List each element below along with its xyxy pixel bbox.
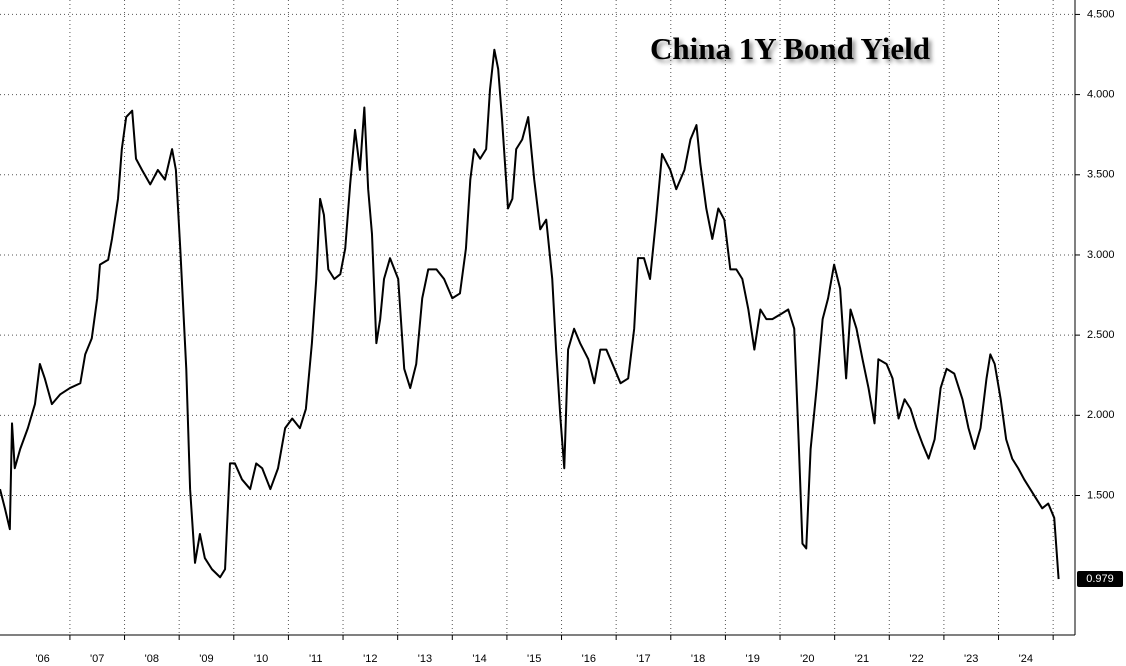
y-tick-label: 2.500 xyxy=(1087,329,1115,341)
last-value-label: 0.979 xyxy=(1086,573,1114,585)
x-tick-label: '16 xyxy=(582,653,596,665)
x-tick-label: '23 xyxy=(964,653,978,665)
x-tick-label: '10 xyxy=(254,653,268,665)
x-tick-label: '21 xyxy=(855,653,869,665)
x-tick-label: '19 xyxy=(746,653,760,665)
x-tick-label: '07 xyxy=(90,653,104,665)
line-series xyxy=(0,48,1060,580)
x-tick-label: '12 xyxy=(363,653,377,665)
y-tick-label: 4.000 xyxy=(1087,89,1115,101)
y-tick-label: 4.500 xyxy=(1087,8,1115,20)
y-tick-label: 1.500 xyxy=(1087,489,1115,501)
y-tick-label: 3.500 xyxy=(1087,169,1115,181)
y-tick-label: 2.000 xyxy=(1087,409,1115,421)
x-tick-label: '09 xyxy=(199,653,213,665)
last-value-box xyxy=(1077,571,1123,588)
chart-title: China 1Y Bond Yield xyxy=(650,31,930,66)
y-tick-label: 3.000 xyxy=(1087,249,1115,261)
x-tick-label: '24 xyxy=(1019,653,1033,665)
x-tick-label: '17 xyxy=(636,653,650,665)
x-tick-label: '15 xyxy=(527,653,541,665)
x-tick-label: '08 xyxy=(145,653,159,665)
x-tick-label: '06 xyxy=(35,653,49,665)
x-tick-label: '18 xyxy=(691,653,705,665)
x-tick-label: '22 xyxy=(909,653,923,665)
x-tick-label: '14 xyxy=(472,653,486,665)
x-tick-label: '13 xyxy=(418,653,432,665)
x-tick-label: '11 xyxy=(309,653,323,665)
x-tick-label: '20 xyxy=(800,653,814,665)
